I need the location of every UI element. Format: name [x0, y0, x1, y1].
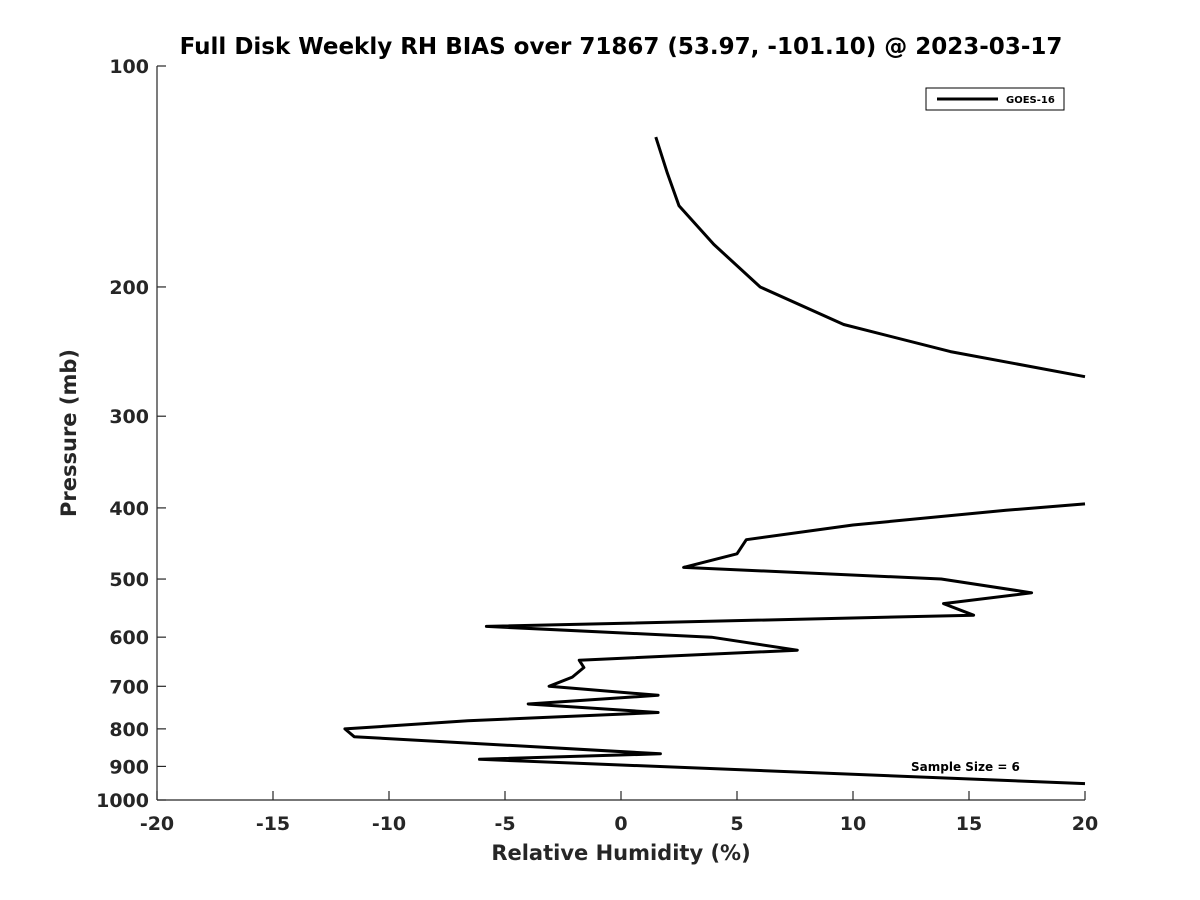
x-axis-label: Relative Humidity (%) — [491, 841, 750, 865]
y-tick-label: 800 — [109, 719, 149, 741]
y-axis-label: Pressure (mb) — [57, 349, 81, 517]
y-tick-label: 100 — [109, 56, 149, 78]
x-tick-label: 0 — [614, 813, 627, 835]
y-tick-label: 500 — [109, 569, 149, 591]
chart-title: Full Disk Weekly RH BIAS over 71867 (53.… — [180, 34, 1063, 60]
y-tick-label: 300 — [109, 406, 149, 428]
x-tick-label: 15 — [956, 813, 982, 835]
legend: GOES-16 — [925, 87, 1065, 111]
x-tick-label: 5 — [730, 813, 743, 835]
y-tick-label: 600 — [109, 627, 149, 649]
y-tick-label: 900 — [109, 756, 149, 778]
x-axis: -20 -15 -10 -5 0 5 10 15 20 — [140, 791, 1098, 835]
x-tick-label: -5 — [494, 813, 515, 835]
y-tick-label: 400 — [109, 498, 149, 520]
y-axis: 100 200 300 400 500 600 700 800 900 1000 — [96, 56, 166, 812]
y-tick-label: 1000 — [96, 790, 149, 812]
x-tick-label: 10 — [840, 813, 866, 835]
x-tick-label: -10 — [372, 813, 406, 835]
sample-size-annotation: Sample Size = 6 — [911, 760, 1020, 774]
x-tick-label: -20 — [140, 813, 174, 835]
x-tick-label: -15 — [256, 813, 290, 835]
y-tick-label: 700 — [109, 676, 149, 698]
series-line-goes-16-seg-1 — [654, 136, 1086, 379]
plot-area — [156, 66, 1086, 801]
legend-label-goes-16: GOES-16 — [1006, 95, 1055, 106]
y-tick-label: 200 — [109, 277, 149, 299]
x-tick-label: 20 — [1072, 813, 1098, 835]
series-line-goes-16-seg-2 — [343, 502, 1086, 786]
